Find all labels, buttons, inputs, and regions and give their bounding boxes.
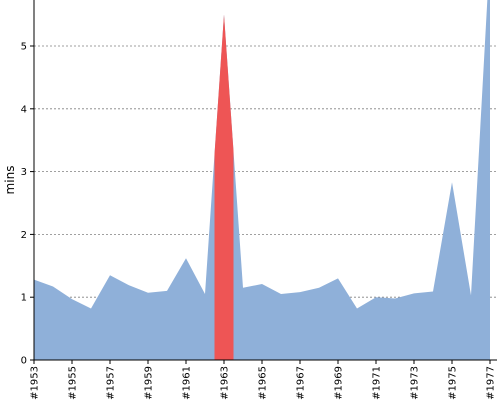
y-tick-label-1: 1 [21, 293, 27, 304]
x-tick-label-#1975: #1975 [448, 366, 459, 400]
y-tick-label-4: 4 [21, 104, 27, 115]
x-tick-label-#1977: #1977 [486, 366, 497, 400]
highlight-bar [214, 14, 234, 360]
x-tick-label-#1957: #1957 [106, 366, 117, 400]
x-tick-label-#1967: #1967 [296, 366, 307, 400]
gridlines [34, 45, 497, 298]
y-tick-label-5: 5 [21, 42, 27, 53]
y-tick-label-2: 2 [21, 230, 27, 241]
x-tick-label-#1953: #1953 [30, 366, 41, 400]
x-tick-label-#1959: #1959 [144, 366, 155, 400]
area-series [34, 0, 490, 360]
y-tick-labels: 0 1 2 3 4 5 [21, 42, 34, 367]
x-tick-label-#1955: #1955 [68, 366, 79, 400]
y-axis-label: mins [3, 166, 17, 195]
x-tick-label-#1971: #1971 [372, 366, 383, 400]
x-tick-label-#1963: #1963 [220, 366, 231, 400]
area-fill [34, 0, 490, 360]
x-tick-labels: #1953 #1955 #1957 #1959 #1961 #1963 #1965 #1967… [30, 360, 497, 400]
x-tick-label-#1969: #1969 [334, 366, 345, 400]
x-tick-label-#1965: #1965 [258, 366, 269, 400]
x-tick-label-#1961: #1961 [182, 366, 193, 400]
y-tick-label-0: 0 [21, 356, 27, 367]
y-tick-label-3: 3 [21, 167, 27, 178]
axes [33, 0, 497, 361]
x-tick-label-#1973: #1973 [410, 366, 421, 400]
